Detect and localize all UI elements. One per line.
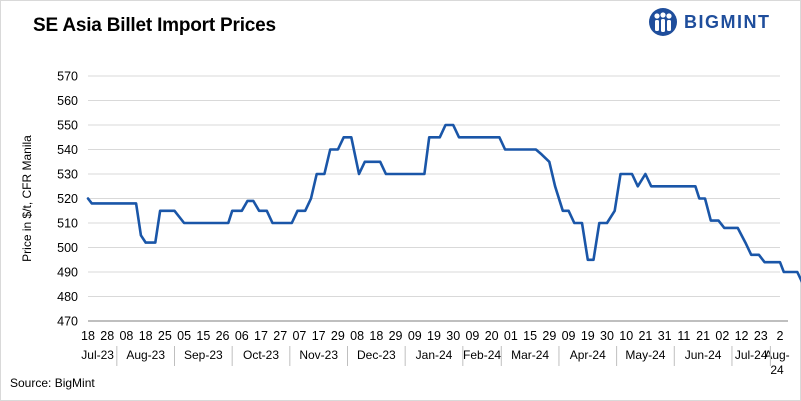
x-day-label: 09 bbox=[465, 329, 479, 343]
x-day-label: 17 bbox=[254, 329, 268, 343]
x-day-label: 10 bbox=[619, 329, 633, 343]
source-note: Source: BigMint bbox=[10, 376, 95, 390]
x-day-label: 25 bbox=[158, 329, 172, 343]
x-day-label: 15 bbox=[196, 329, 210, 343]
x-month-label: Jul-23 bbox=[81, 348, 114, 362]
x-day-label: 06 bbox=[235, 329, 249, 343]
y-axis-label: Price in $/t, CFR Manila bbox=[20, 135, 34, 262]
x-month-label: Nov-23 bbox=[299, 348, 338, 362]
x-month-label: May-24 bbox=[625, 348, 665, 362]
x-day-label: 17 bbox=[312, 329, 326, 343]
x-day-label: 30 bbox=[446, 329, 460, 343]
x-day-label: 08 bbox=[119, 329, 133, 343]
y-tick-label: 550 bbox=[57, 119, 78, 133]
y-tick-label: 560 bbox=[57, 94, 78, 108]
x-month-label: Jun-24 bbox=[685, 348, 722, 362]
x-day-label: 29 bbox=[542, 329, 556, 343]
brand-logo: BIGMINT bbox=[648, 6, 771, 38]
y-tick-label: 490 bbox=[57, 266, 78, 280]
x-day-label: 19 bbox=[581, 329, 595, 343]
y-tick-label: 500 bbox=[57, 241, 78, 255]
y-tick-label: 480 bbox=[57, 290, 78, 304]
y-tick-label: 520 bbox=[57, 192, 78, 206]
x-day-label: 28 bbox=[100, 329, 114, 343]
x-day-label: 12 bbox=[735, 329, 749, 343]
chart-title: SE Asia Billet Import Prices bbox=[33, 15, 276, 36]
x-month-label: Mar-24 bbox=[511, 348, 549, 362]
x-month-label: Jul-24 bbox=[735, 348, 768, 362]
x-day-label: 15 bbox=[523, 329, 537, 343]
y-tick-label: 470 bbox=[57, 315, 78, 329]
brand-name: BIGMINT bbox=[684, 11, 771, 32]
x-month-label: Sep-23 bbox=[184, 348, 223, 362]
x-day-label: 18 bbox=[81, 329, 95, 343]
x-day-label: 18 bbox=[139, 329, 153, 343]
x-day-label: 31 bbox=[658, 329, 672, 343]
x-month-label: Aug-23 bbox=[126, 348, 165, 362]
x-day-label: 2 bbox=[777, 329, 784, 343]
y-tick-label: 530 bbox=[57, 168, 78, 182]
price-series-line bbox=[86, 123, 801, 283]
x-day-label: 18 bbox=[369, 329, 383, 343]
x-day-label: 27 bbox=[273, 329, 287, 343]
x-day-label: 19 bbox=[427, 329, 441, 343]
x-day-label: 26 bbox=[216, 329, 230, 343]
x-day-label: 21 bbox=[638, 329, 652, 343]
x-day-label: 08 bbox=[350, 329, 364, 343]
x-day-label: 05 bbox=[177, 329, 191, 343]
x-month-label: Feb-24 bbox=[463, 348, 501, 362]
x-month-label: Apr-24 bbox=[570, 348, 606, 362]
x-day-label: 02 bbox=[715, 329, 729, 343]
x-day-label: 09 bbox=[562, 329, 576, 343]
x-month-label: Jan-24 bbox=[416, 348, 453, 362]
x-day-label: 11 bbox=[677, 329, 690, 343]
x-day-label: 09 bbox=[408, 329, 422, 343]
x-day-label: 23 bbox=[754, 329, 768, 343]
y-tick-label: 570 bbox=[57, 70, 78, 84]
y-tick-label: 510 bbox=[57, 217, 78, 231]
x-day-label: 29 bbox=[331, 329, 345, 343]
x-day-label: 01 bbox=[504, 329, 518, 343]
x-day-label: 07 bbox=[292, 329, 306, 343]
x-month-label: 24 bbox=[770, 363, 784, 377]
x-day-label: 30 bbox=[600, 329, 614, 343]
x-day-label: 21 bbox=[696, 329, 710, 343]
x-month-label: Aug- bbox=[764, 348, 789, 362]
x-month-label: Oct-23 bbox=[243, 348, 279, 362]
y-tick-label: 540 bbox=[57, 143, 78, 157]
bigmint-logo-icon bbox=[649, 8, 677, 36]
x-month-label: Dec-23 bbox=[357, 348, 396, 362]
x-day-label: 20 bbox=[485, 329, 499, 343]
x-day-label: 29 bbox=[389, 329, 403, 343]
